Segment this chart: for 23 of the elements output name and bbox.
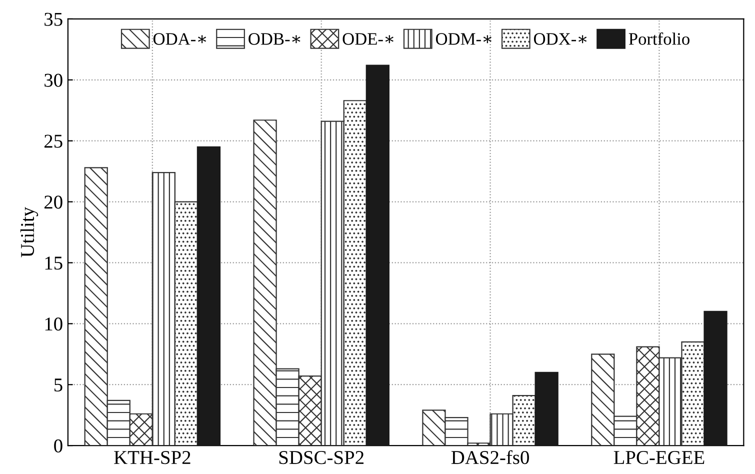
y-axis-title: Utility [20,206,38,258]
x-tick-label: SDSC-SP2 [279,451,364,464]
y-tick-label: 15 [45,256,62,270]
legend-label: Portfolio [628,32,690,45]
y-tick-label: 20 [44,196,62,209]
legend-label: ODE-∗ [342,33,394,45]
bar [534,372,558,446]
y-tick-label: 5 [54,378,62,392]
x-tick-label: KTH-SP2 [114,451,190,464]
y-tick-label: 10 [45,317,62,331]
legend-label: ODB-∗ [248,33,300,45]
legend-label: ODX-∗ [534,33,587,45]
y-tick-label: 0 [54,439,62,452]
legend-label: ODA-∗ [153,33,206,45]
y-tick-label: 30 [44,74,62,87]
y-tick-label: 25 [44,134,62,148]
bar [366,64,390,446]
x-tick-label: LPC-EGEE [614,451,704,464]
bar [196,146,221,446]
x-tick-label: DAS2-fs0 [451,450,529,464]
y-tick-label: 35 [44,12,62,26]
bar [704,310,728,446]
legend-label: ODM-∗ [436,33,492,45]
